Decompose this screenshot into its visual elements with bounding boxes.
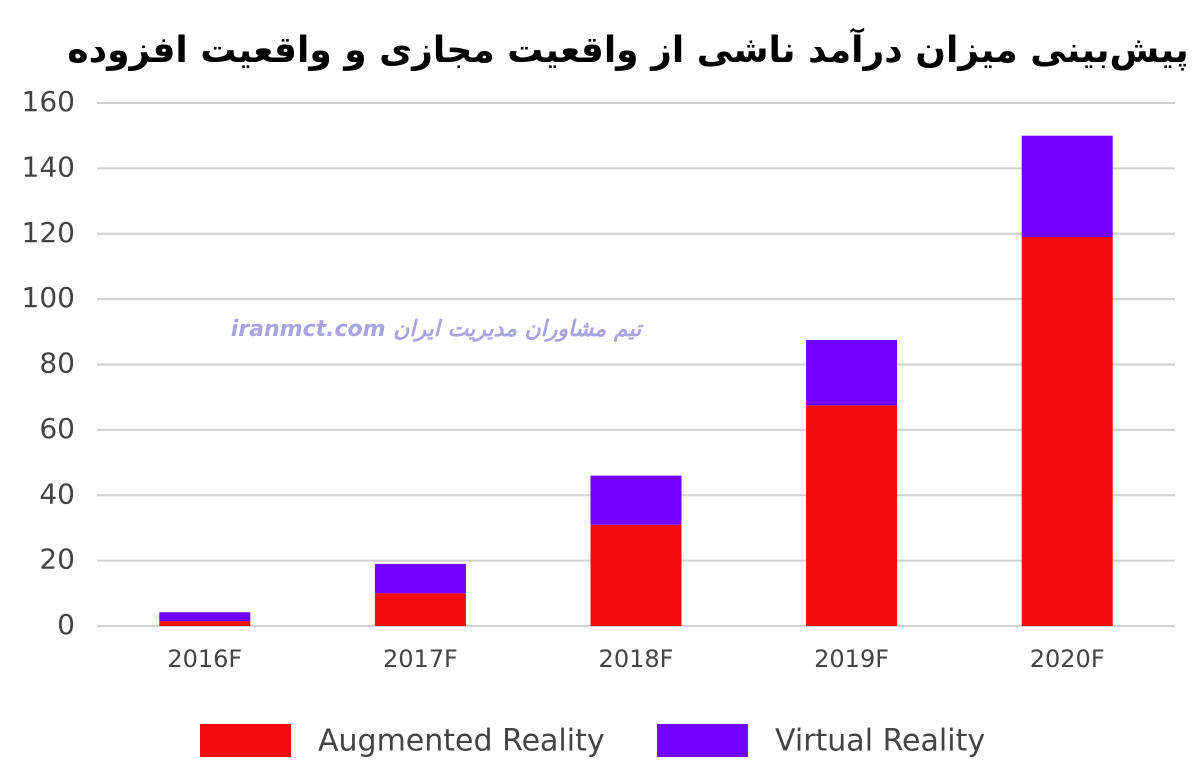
legend-label: Virtual Reality bbox=[775, 724, 985, 759]
x-tick-label: 2020F bbox=[1030, 645, 1105, 673]
x-tick-label: 2019F bbox=[814, 645, 889, 673]
legend-label: Augmented Reality bbox=[318, 724, 605, 759]
bar-segment bbox=[590, 524, 682, 626]
y-tick-label: 80 bbox=[39, 347, 75, 380]
bar-segment bbox=[159, 612, 251, 622]
y-tick-label: 140 bbox=[22, 150, 75, 183]
bar-segment bbox=[374, 593, 466, 626]
bar-segment bbox=[806, 405, 898, 626]
chart-title: پیش‌بینی میزان درآمد ناشی از واقعیت مجاز… bbox=[67, 27, 1188, 71]
y-tick-label: 100 bbox=[22, 281, 75, 314]
bar-segment bbox=[590, 475, 682, 525]
bar-segment bbox=[1021, 237, 1113, 627]
x-tick-label: 2016F bbox=[167, 645, 242, 673]
x-tick-label: 2017F bbox=[383, 645, 458, 673]
y-tick-label: 120 bbox=[22, 216, 75, 249]
bar-segment bbox=[1021, 135, 1113, 238]
bar-segment bbox=[806, 339, 898, 406]
y-tick-label: 160 bbox=[22, 85, 75, 118]
x-tick-label: 2018F bbox=[599, 645, 674, 673]
y-tick-label: 20 bbox=[39, 543, 75, 576]
bar-segment bbox=[159, 621, 251, 626]
legend-swatch bbox=[200, 724, 291, 757]
y-tick-label: 40 bbox=[39, 477, 75, 510]
bar-segment bbox=[374, 563, 466, 594]
y-tick-label: 60 bbox=[39, 412, 75, 445]
watermark: iranmct.com تیم مشاوران مدیریت ایران bbox=[231, 317, 644, 342]
legend-swatch bbox=[657, 724, 748, 757]
y-tick-label: 0 bbox=[57, 608, 75, 641]
